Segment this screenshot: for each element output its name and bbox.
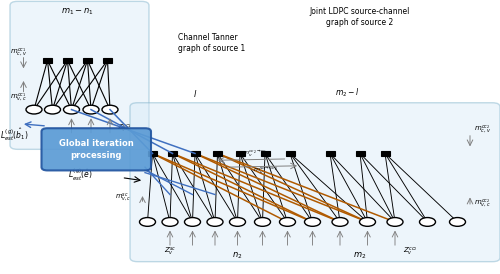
Bar	[213, 151, 222, 156]
Text: $m_1 - n_1$: $m_1 - n_1$	[61, 6, 94, 17]
Text: $L_{est}^{(g)}(\hat{e})$: $L_{est}^{(g)}(\hat{e})$	[68, 167, 92, 183]
FancyBboxPatch shape	[10, 1, 149, 149]
FancyBboxPatch shape	[42, 128, 151, 170]
Text: $m_{c,v}^{cc_1}$: $m_{c,v}^{cc_1}$	[10, 46, 27, 58]
Circle shape	[420, 218, 436, 226]
Circle shape	[162, 218, 178, 226]
Circle shape	[280, 218, 295, 226]
Bar	[43, 58, 52, 63]
Circle shape	[83, 105, 99, 114]
Text: $m_{v,c}^{sc}$: $m_{v,c}^{sc}$	[115, 192, 131, 203]
Text: $l$: $l$	[193, 88, 197, 99]
Bar	[190, 151, 200, 156]
Text: $m_v^{sc\rightarrow cc_2}$: $m_v^{sc\rightarrow cc_2}$	[252, 165, 278, 176]
Text: $m_v^{cc_2\rightarrow sc}$: $m_v^{cc_2\rightarrow sc}$	[242, 149, 268, 159]
Circle shape	[254, 218, 270, 226]
Bar	[236, 151, 244, 156]
Bar	[380, 151, 390, 156]
Circle shape	[64, 105, 80, 114]
Bar	[148, 151, 157, 156]
Bar	[83, 58, 92, 63]
Circle shape	[102, 105, 118, 114]
Circle shape	[140, 218, 156, 226]
Bar	[356, 151, 364, 156]
Text: $Z_v^{cc_2}$: $Z_v^{cc_2}$	[402, 246, 417, 258]
Circle shape	[304, 218, 320, 226]
FancyBboxPatch shape	[130, 103, 500, 262]
Text: Global iteration
processing: Global iteration processing	[59, 139, 134, 160]
Circle shape	[387, 218, 403, 226]
Circle shape	[207, 218, 223, 226]
Circle shape	[230, 218, 246, 226]
Circle shape	[184, 218, 200, 226]
Circle shape	[450, 218, 466, 226]
Bar	[63, 58, 72, 63]
Text: Joint LDPC source-channel
graph of source 2: Joint LDPC source-channel graph of sourc…	[310, 7, 410, 27]
Text: $m_2$: $m_2$	[354, 251, 366, 261]
Text: $m_{v,c}^{cc_2}$: $m_{v,c}^{cc_2}$	[474, 197, 491, 209]
Circle shape	[360, 218, 376, 226]
Text: $m_{c,v}^{cc_2}$: $m_{c,v}^{cc_2}$	[474, 123, 491, 135]
Circle shape	[332, 218, 348, 226]
Bar	[168, 151, 177, 156]
Text: $m_{v,c}^{cc_1}$: $m_{v,c}^{cc_1}$	[10, 92, 27, 103]
Text: $L_{est}^{(g)}(\hat{b}_1)$: $L_{est}^{(g)}(\hat{b}_1)$	[0, 126, 28, 143]
Text: $Z_v^{sc}$: $Z_v^{sc}$	[164, 246, 176, 258]
Bar	[286, 151, 294, 156]
Bar	[260, 151, 270, 156]
Circle shape	[26, 105, 42, 114]
Text: $m_2 - l$: $m_2 - l$	[335, 87, 360, 99]
Text: $Z_v^{cc_1}$: $Z_v^{cc_1}$	[117, 123, 132, 135]
Text: Channel Tanner
graph of source 1: Channel Tanner graph of source 1	[178, 33, 245, 53]
Text: $n_2$: $n_2$	[232, 251, 242, 261]
Bar	[103, 58, 112, 63]
Bar	[326, 151, 334, 156]
Circle shape	[44, 105, 60, 114]
